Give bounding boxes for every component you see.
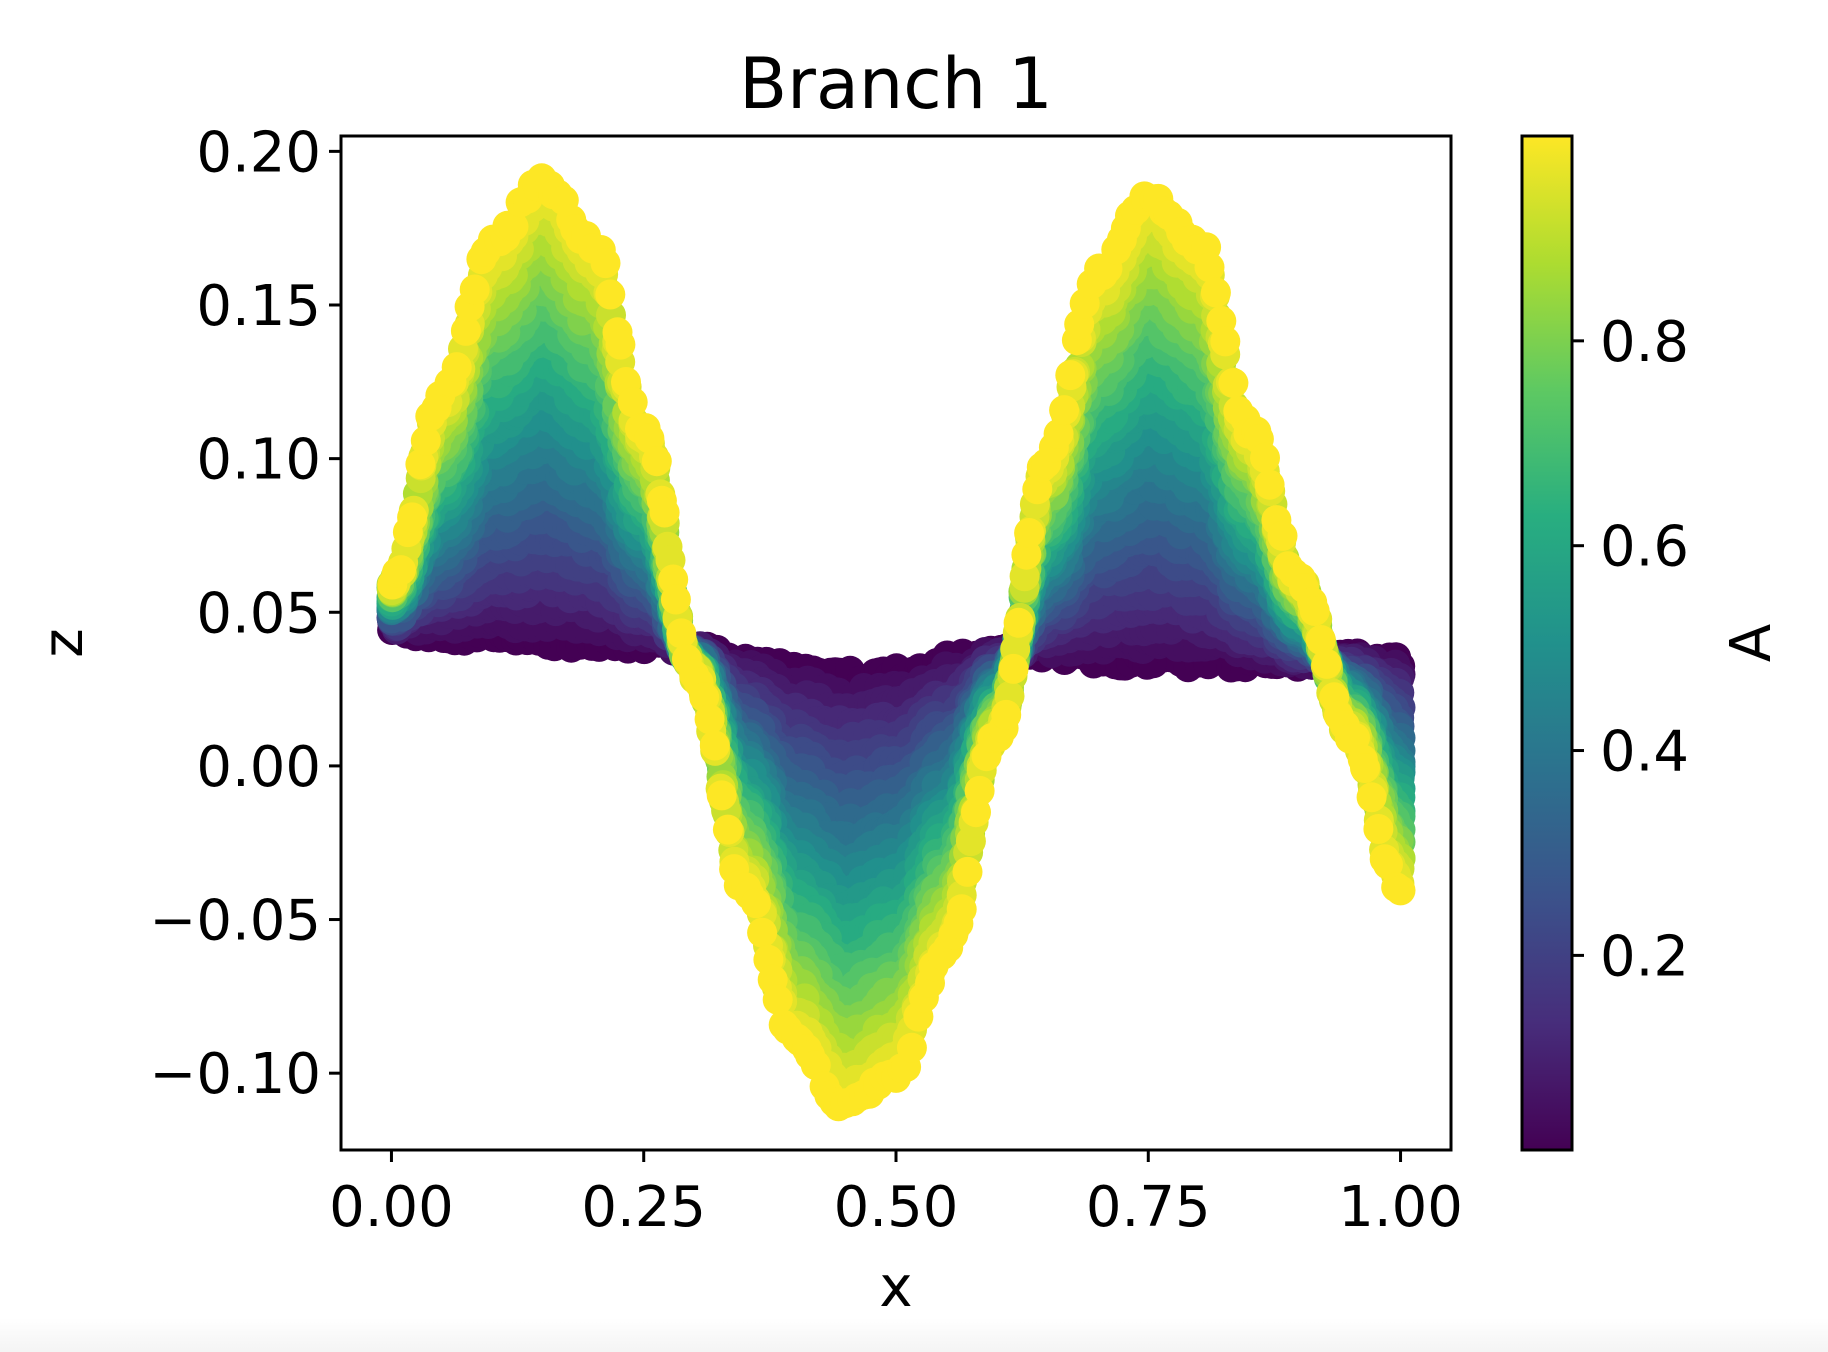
x-axis-ticks: 0.00 0.25 0.50 0.75 1.00	[329, 1150, 1463, 1240]
scatter-point	[1311, 648, 1342, 679]
y-axis-label: z	[31, 628, 96, 657]
scatter-point	[441, 352, 472, 383]
window-bottom-edge	[0, 1318, 1828, 1352]
y-tick-label: 0.10	[196, 428, 321, 493]
scatter-point	[1350, 753, 1380, 783]
scatter-point	[1210, 326, 1241, 357]
scatter-point	[1267, 520, 1298, 551]
chart-title: Branch 1	[739, 43, 1053, 125]
x-tick-label: 0.50	[834, 1175, 959, 1240]
x-axis-label: x	[879, 1255, 912, 1320]
y-tick-label: 0.05	[196, 581, 321, 646]
colorbar-tick-label: 0.2	[1600, 924, 1689, 989]
scatter-point	[694, 704, 725, 735]
scatter-point	[660, 584, 691, 615]
scatter-point	[1049, 395, 1080, 426]
scatter-point	[706, 780, 737, 811]
scatter-point	[952, 856, 983, 887]
scatter-point	[590, 248, 621, 279]
scatter-point	[762, 984, 793, 1015]
x-tick-label: 0.75	[1086, 1175, 1211, 1240]
scatter-point	[991, 699, 1022, 730]
scatter-point	[998, 653, 1029, 684]
x-tick-label: 1.00	[1338, 1175, 1463, 1240]
colorbar-tick-label: 0.4	[1600, 720, 1689, 785]
scatter-point	[641, 446, 672, 477]
y-tick-label: 0.15	[196, 274, 321, 339]
scatter-point	[666, 618, 697, 649]
scatter-point	[386, 555, 416, 586]
y-tick-label: −0.10	[149, 1042, 321, 1107]
scatter-point	[1055, 360, 1086, 391]
scatter-point	[1218, 368, 1249, 398]
scatter-point	[946, 894, 977, 925]
scatter-point	[896, 1032, 927, 1063]
scatter-point	[1254, 469, 1285, 500]
scatter-point	[747, 917, 778, 948]
scatter-point	[741, 888, 771, 919]
scatter-point	[1363, 814, 1394, 844]
colorbar-label: A	[1719, 624, 1784, 662]
scatter-point	[1385, 875, 1416, 906]
x-tick-label: 0.00	[329, 1175, 454, 1240]
scatter-point	[1003, 607, 1034, 638]
scatter-point	[699, 730, 730, 761]
scatter-point	[964, 775, 995, 806]
scatter-point	[1200, 277, 1231, 308]
colorbar-tick-label: 0.6	[1600, 515, 1689, 580]
scatter-point	[1356, 782, 1387, 813]
colorbar	[1520, 134, 1574, 1152]
scatter-point	[1194, 252, 1225, 283]
y-tick-label: 0.00	[196, 735, 321, 800]
y-tick-label: −0.05	[149, 889, 321, 954]
scatter-point	[605, 329, 636, 360]
colorbar-tick-label: 0.8	[1600, 310, 1689, 375]
scatter-point	[649, 497, 680, 528]
scatter-point	[617, 387, 648, 418]
x-tick-label: 0.25	[581, 1175, 706, 1240]
colorbar-ticks: 0.2 0.4 0.6 0.8	[1572, 310, 1689, 989]
scatter-point	[397, 502, 428, 533]
y-tick-label: 0.20	[196, 120, 321, 185]
scatter-point	[1014, 518, 1045, 548]
scatter-point	[712, 814, 743, 845]
scatter-point	[1250, 442, 1280, 473]
y-axis-ticks: −0.10 −0.05 0.00 0.05 0.10 0.15 0.20	[149, 120, 341, 1107]
scatter-points	[376, 163, 1416, 1122]
scatter-point	[595, 279, 626, 310]
scatter-point	[1299, 596, 1330, 626]
scatter-point	[459, 274, 490, 305]
